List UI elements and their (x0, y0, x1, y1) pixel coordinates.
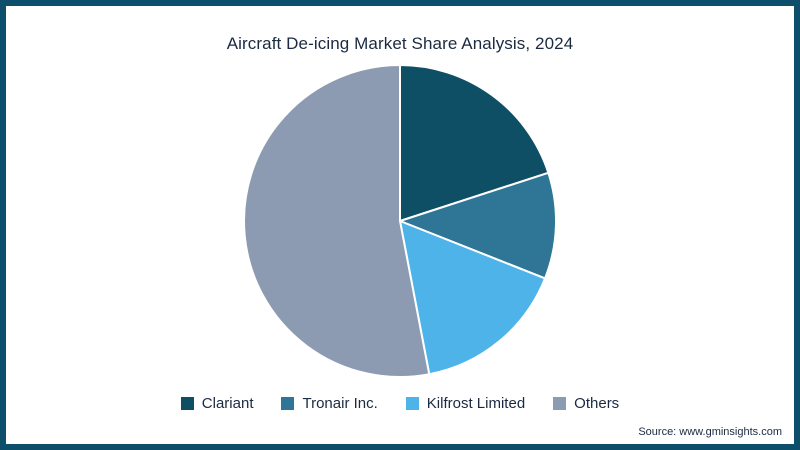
legend-item-others: Others (553, 395, 619, 412)
legend-item-clariant: Clariant (180, 395, 254, 412)
legend-label: Others (574, 395, 620, 412)
pie-chart (243, 64, 558, 378)
pie-slice-clariant (399, 64, 550, 222)
legend-label: Tronair Inc. (302, 395, 378, 412)
legend-label: Clariant (201, 395, 254, 412)
chart-title: Aircraft De-icing Market Share Analysis,… (226, 34, 574, 53)
legend-item-tronair-inc: Tronair Inc. (281, 395, 378, 412)
legend-swatch (405, 397, 419, 410)
source-attribution: Source: www.gminsights.com (638, 426, 782, 438)
legend: Clariant Tronair Inc. Kilfrost Limited Othe… (6, 395, 794, 412)
legend-label: Kilfrost Limited (426, 395, 526, 412)
legend-item-kilfrost-limited: Kilfrost Limited (405, 395, 526, 412)
pie-slice-kilfrost-limited (399, 220, 547, 376)
pie-slice-others (243, 64, 431, 378)
legend-swatch (281, 397, 295, 410)
legend-swatch (180, 397, 194, 410)
legend-swatch (553, 397, 567, 410)
pie-slice-tronair-inc (399, 171, 558, 280)
